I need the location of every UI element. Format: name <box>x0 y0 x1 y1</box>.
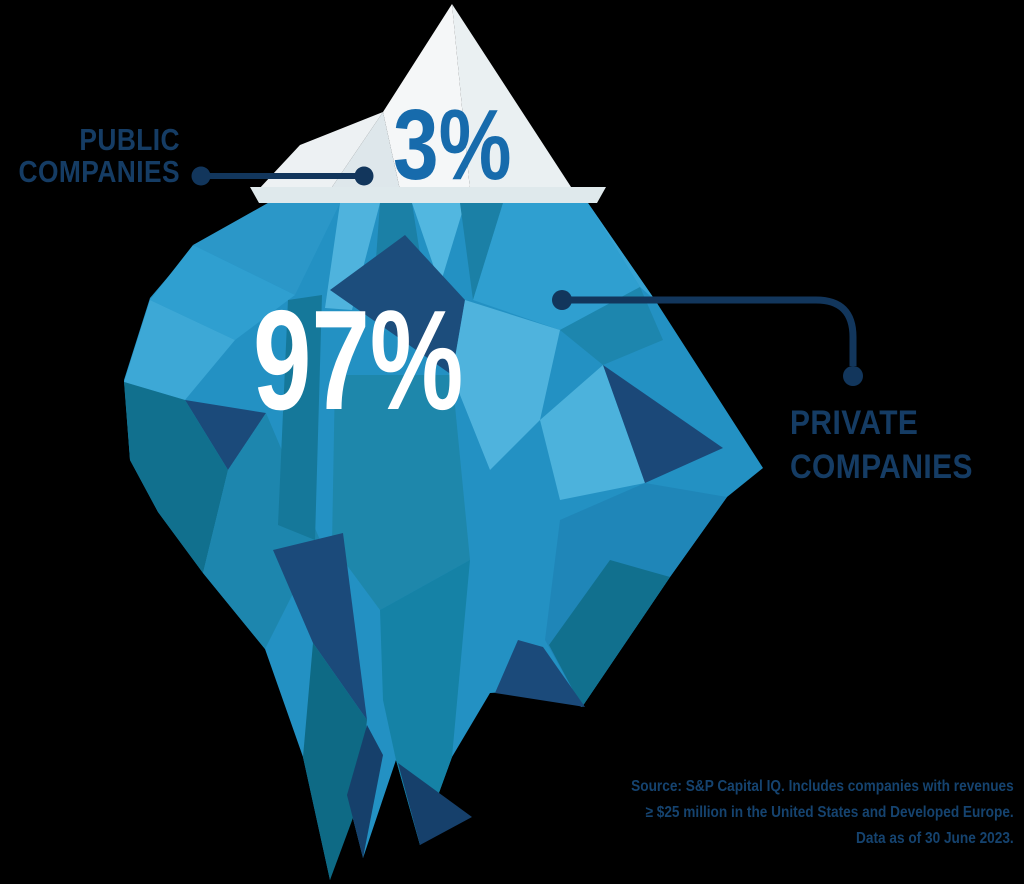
public-value: 3% <box>393 89 512 201</box>
facet <box>273 533 367 720</box>
public-label-line2: COMPANIES <box>18 154 181 189</box>
private-connector <box>552 290 863 386</box>
facet <box>347 725 383 858</box>
private-label-line2: COMPANIES <box>790 448 973 486</box>
connector-dot <box>354 166 374 186</box>
facet <box>185 400 266 470</box>
facet <box>588 203 655 300</box>
facet <box>278 295 322 540</box>
facet <box>460 203 503 300</box>
facet <box>124 382 228 573</box>
facet <box>603 365 723 483</box>
facet <box>495 640 585 707</box>
private-label-line1: PRIVATE <box>790 404 919 442</box>
public-companies-label: PUBLIC COMPANIES <box>10 124 180 188</box>
private-connector-line <box>562 296 857 366</box>
ice-facet <box>383 4 470 190</box>
source-note: Source: S&P Capital IQ. Includes compani… <box>631 774 1014 852</box>
connector-dot <box>191 166 211 186</box>
facet <box>303 643 367 880</box>
ice-facet <box>258 112 383 190</box>
public-label-line1: PUBLIC <box>79 122 180 157</box>
source-line1: Source: S&P Capital IQ. Includes compani… <box>631 778 1014 795</box>
facet <box>398 763 472 845</box>
connector-dot <box>552 290 572 310</box>
facet <box>330 235 465 375</box>
facet <box>325 203 380 310</box>
facet <box>124 300 235 400</box>
ice-facet <box>452 4 573 190</box>
source-line2: ≥ $25 million in the United States and D… <box>645 804 1014 821</box>
facet <box>549 560 670 707</box>
facet <box>412 203 465 285</box>
iceberg-below-water <box>124 203 763 880</box>
ice-facet <box>330 112 400 190</box>
facet <box>452 300 560 470</box>
facet <box>540 365 645 500</box>
facet <box>193 203 340 295</box>
facet <box>332 375 470 610</box>
iceberg-above-water <box>250 4 606 203</box>
private-companies-label: PRIVATE COMPANIES <box>790 401 973 489</box>
connector-dot <box>843 366 863 386</box>
source-line3: Data as of 30 June 2023. <box>856 830 1014 847</box>
facet <box>560 287 663 365</box>
waterline-band <box>250 187 606 203</box>
private-value: 97% <box>253 281 464 440</box>
facet <box>150 245 295 340</box>
public-connector <box>191 166 374 186</box>
